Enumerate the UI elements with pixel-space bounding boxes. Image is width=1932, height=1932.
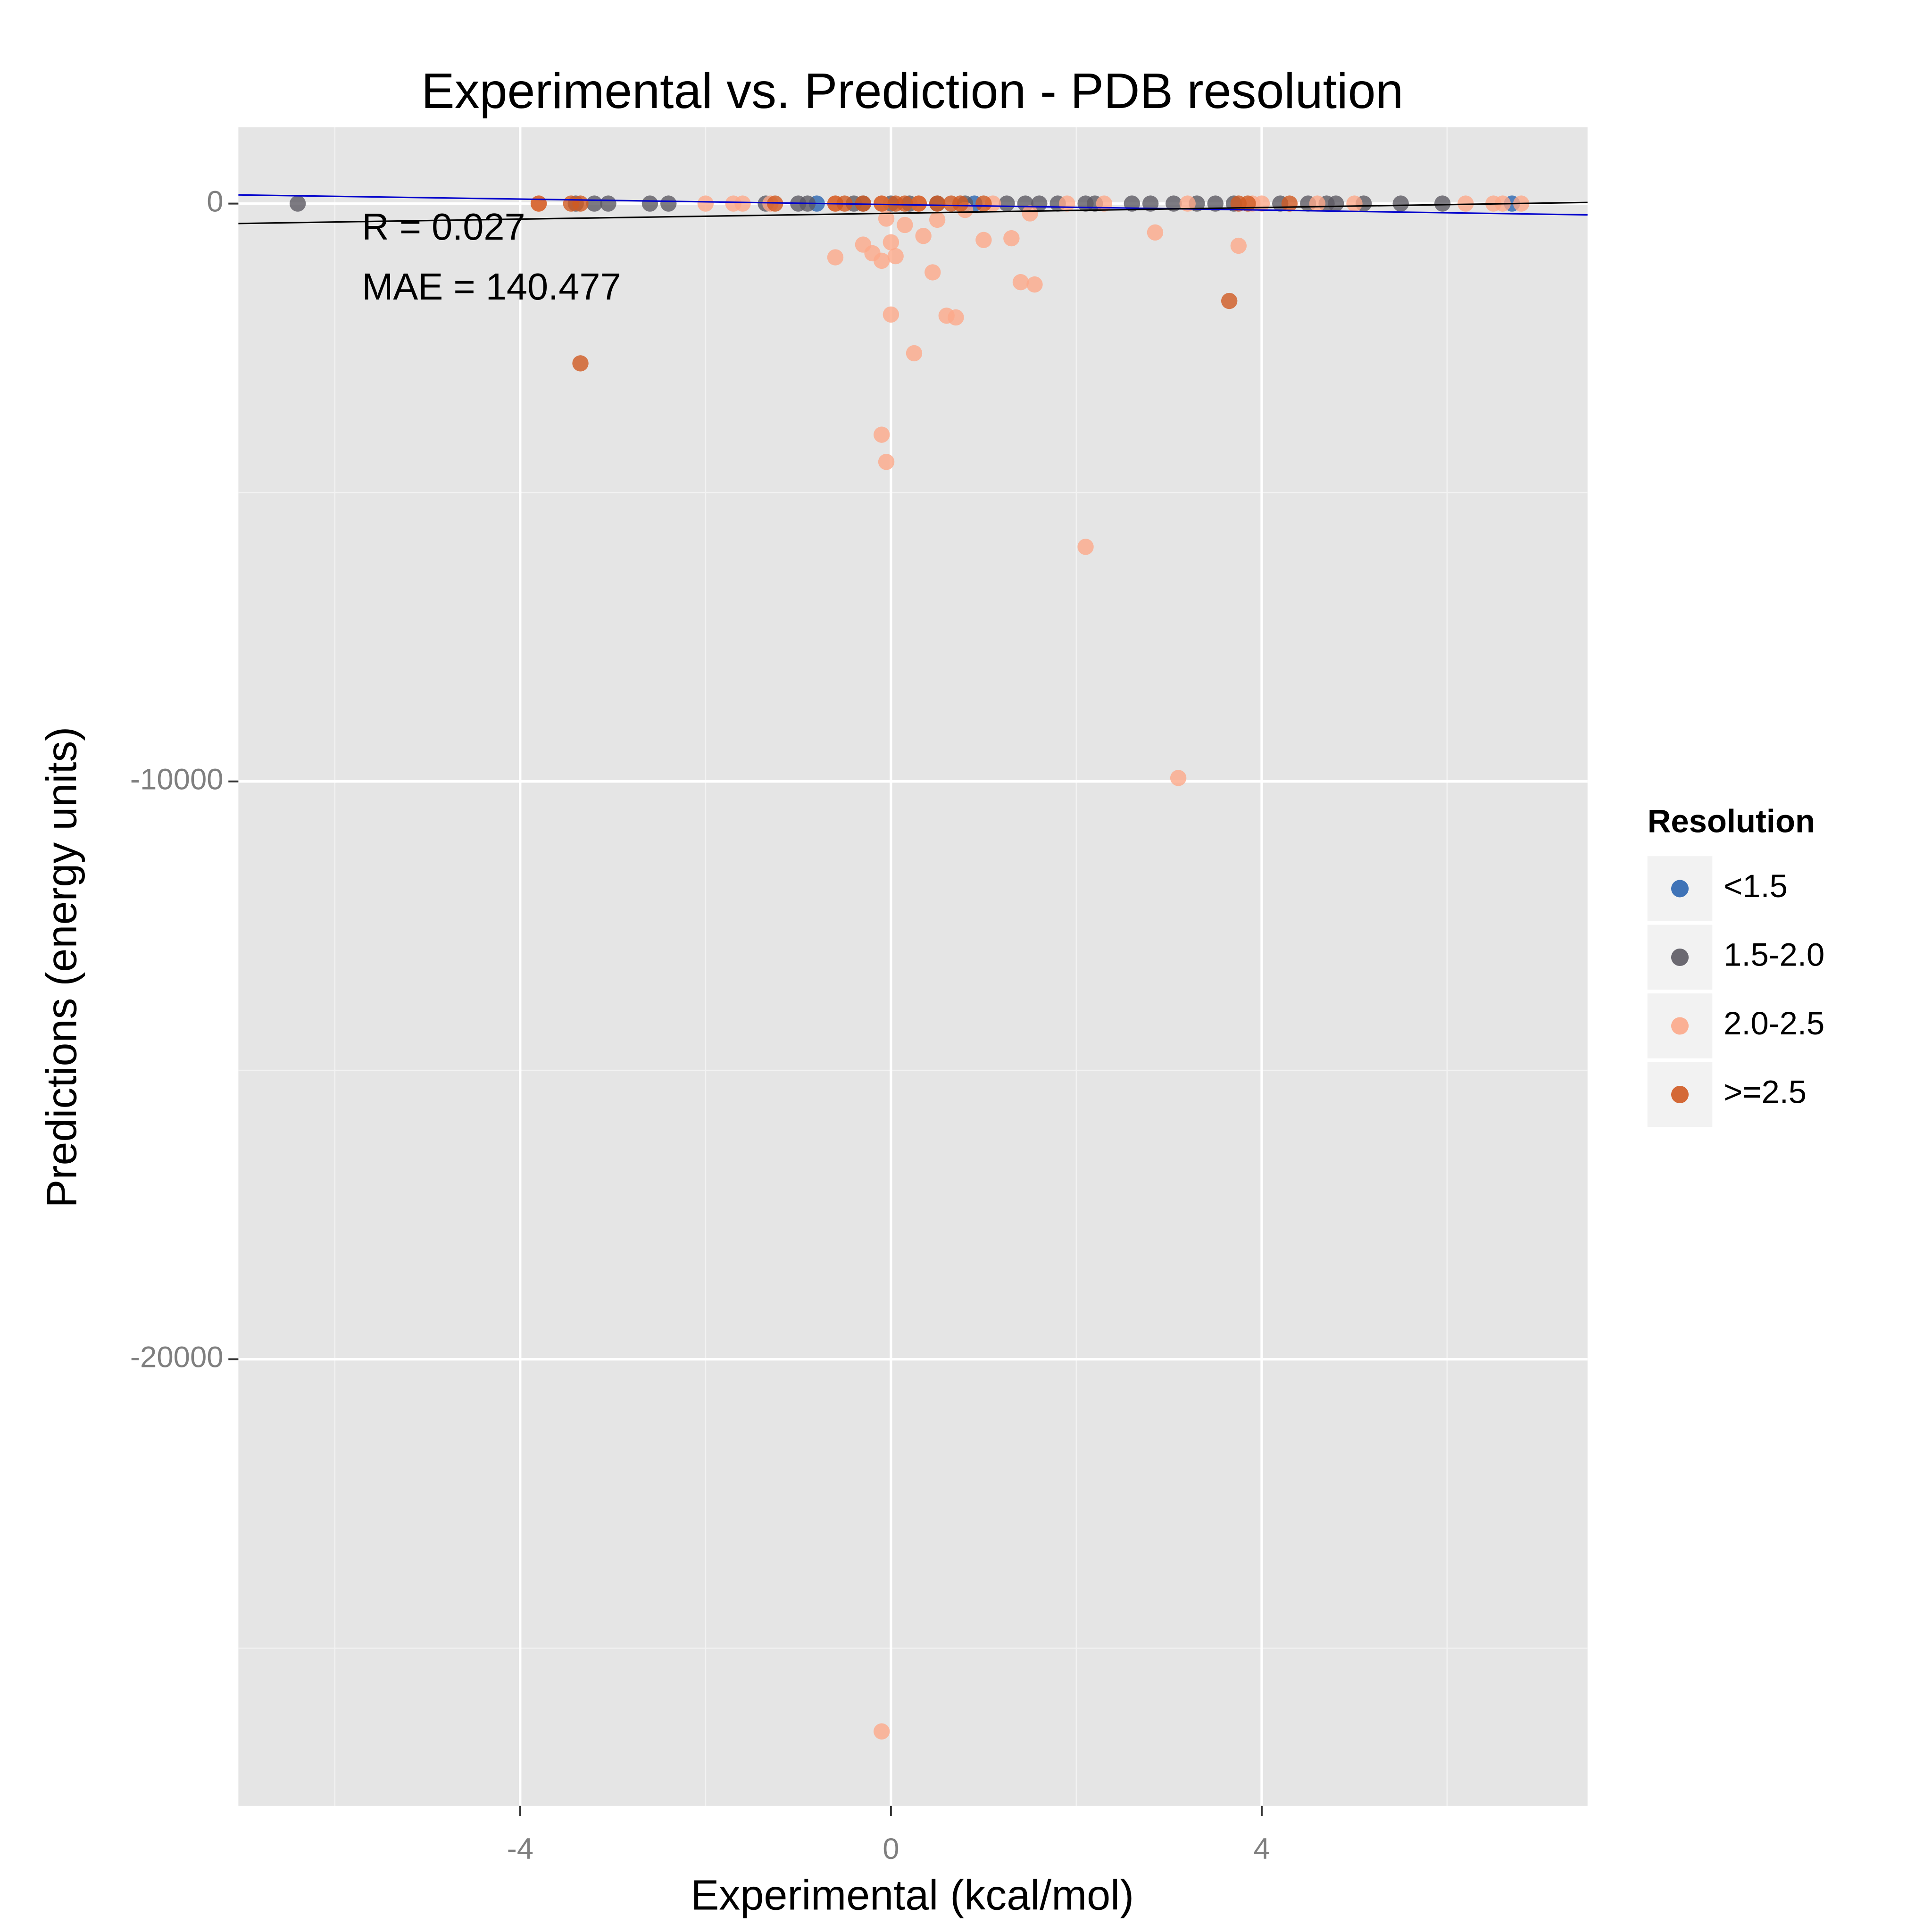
point <box>915 228 932 244</box>
legend-swatch <box>1671 1086 1689 1104</box>
point <box>1166 195 1182 212</box>
point <box>929 211 946 228</box>
point <box>1003 230 1020 247</box>
point <box>1327 195 1344 212</box>
point <box>1012 274 1029 291</box>
point <box>883 306 899 323</box>
point <box>897 217 913 233</box>
legend-label: 2.0-2.5 <box>1724 1005 1824 1041</box>
point <box>1309 195 1326 212</box>
point <box>572 195 589 212</box>
annotation: R = 0.027 <box>362 206 525 248</box>
point <box>975 195 992 212</box>
y-tick-label: 0 <box>207 185 223 218</box>
point <box>1179 195 1196 212</box>
point <box>874 252 890 269</box>
point <box>924 264 941 281</box>
legend-swatch <box>1671 948 1689 966</box>
point <box>897 195 913 212</box>
chart-title: Experimental vs. Prediction - PDB resolu… <box>421 63 1403 119</box>
point <box>1392 195 1409 212</box>
point <box>1147 224 1164 241</box>
point <box>1077 539 1094 555</box>
point <box>1281 195 1298 212</box>
point <box>878 210 895 227</box>
point <box>999 195 1015 212</box>
fit-line <box>238 201 1588 225</box>
point <box>586 195 603 212</box>
legend-label: 1.5-2.0 <box>1724 937 1824 973</box>
legend-title: Resolution <box>1648 803 1815 840</box>
point <box>1346 195 1363 212</box>
point <box>1022 205 1038 222</box>
legend-label: <1.5 <box>1724 868 1788 904</box>
y-tick-label: -10000 <box>130 763 224 796</box>
y-tick-label: -20000 <box>130 1341 224 1374</box>
point <box>600 195 616 212</box>
legend-swatch <box>1671 880 1689 898</box>
plot-panel <box>238 127 1588 1806</box>
x-tick-label: 0 <box>883 1832 899 1865</box>
legend-label: >=2.5 <box>1724 1074 1807 1110</box>
point <box>910 195 927 212</box>
point <box>641 195 658 212</box>
point <box>827 249 844 266</box>
point <box>975 232 992 248</box>
point <box>1230 237 1247 254</box>
point <box>530 195 547 212</box>
point <box>1170 770 1187 786</box>
point <box>929 195 946 212</box>
point <box>874 195 890 212</box>
point <box>734 195 751 212</box>
point <box>1026 276 1043 293</box>
point <box>1434 195 1451 212</box>
point <box>572 355 589 372</box>
point <box>1457 195 1474 212</box>
annotation: MAE = 140.477 <box>362 266 621 308</box>
x-axis-title: Experimental (kcal/mol) <box>691 1872 1134 1919</box>
point <box>906 345 923 362</box>
point <box>697 195 714 212</box>
point <box>660 195 677 212</box>
fit-line <box>238 194 1588 216</box>
point <box>1221 292 1238 309</box>
x-tick-label: -4 <box>507 1832 533 1865</box>
y-axis-title: Predictions (energy units) <box>38 727 85 1208</box>
x-tick-label: 4 <box>1253 1832 1270 1865</box>
point <box>887 248 904 265</box>
point <box>948 309 964 326</box>
point <box>289 195 306 212</box>
point <box>952 195 969 212</box>
point <box>1059 195 1075 212</box>
point <box>874 426 890 443</box>
point <box>874 1723 890 1740</box>
point <box>883 234 899 250</box>
point <box>878 454 895 470</box>
legend-swatch <box>1671 1017 1689 1035</box>
